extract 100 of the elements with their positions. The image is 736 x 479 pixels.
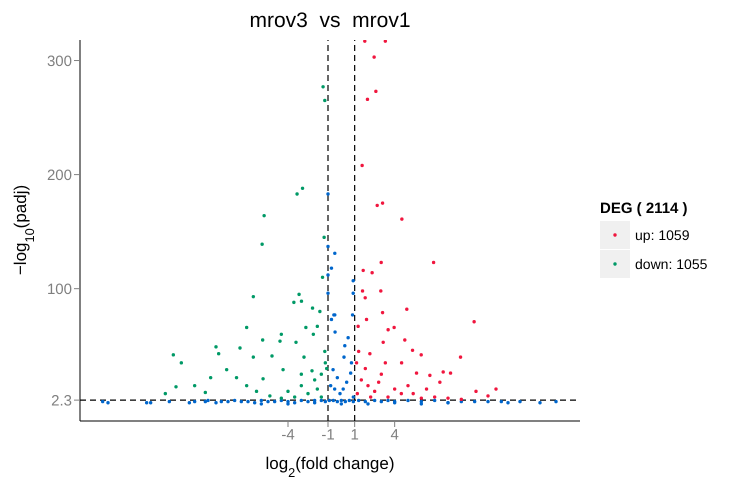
point <box>386 395 390 399</box>
point <box>295 192 299 196</box>
point <box>174 385 178 388</box>
point <box>428 374 432 378</box>
point <box>486 394 490 398</box>
point <box>494 387 498 391</box>
x-tick-label: 1 <box>350 426 359 444</box>
point <box>386 328 390 332</box>
point <box>400 392 404 396</box>
point <box>405 308 408 311</box>
point <box>238 346 242 350</box>
chart-title: mrov3 vs mrov1 <box>249 9 411 32</box>
point <box>410 348 414 352</box>
point <box>312 378 316 382</box>
point <box>324 366 328 370</box>
point <box>356 324 360 328</box>
point <box>362 268 365 272</box>
point <box>368 395 372 399</box>
point <box>384 361 388 365</box>
x-axis-title: log$_{2}$(fold change) <box>265 454 395 479</box>
point <box>356 350 360 354</box>
point <box>318 310 322 314</box>
point <box>372 55 376 59</box>
point <box>310 369 314 373</box>
point <box>446 396 450 400</box>
legend-title: DEG ( 2114 ) <box>600 200 689 217</box>
point <box>323 350 326 354</box>
y-tick-label: 2.3 <box>51 392 72 410</box>
x-tick-label: -4 <box>281 426 295 444</box>
point <box>252 355 256 359</box>
point <box>304 326 308 330</box>
point <box>400 217 404 221</box>
point <box>324 361 328 365</box>
point <box>474 390 478 394</box>
point <box>376 380 380 384</box>
point <box>292 395 296 399</box>
point <box>420 353 423 357</box>
point <box>306 392 310 396</box>
point <box>370 271 374 274</box>
point <box>320 276 324 279</box>
point <box>270 354 274 358</box>
point <box>244 384 248 388</box>
point <box>260 338 264 342</box>
point <box>400 361 404 365</box>
point <box>323 98 326 102</box>
point <box>302 355 306 359</box>
point <box>280 332 284 336</box>
point <box>424 387 428 391</box>
point <box>448 371 452 375</box>
point <box>208 376 212 380</box>
point <box>322 236 326 240</box>
point <box>384 40 388 43</box>
point <box>180 361 184 365</box>
point <box>320 372 324 376</box>
point <box>254 390 258 394</box>
point <box>363 40 366 43</box>
point <box>300 186 304 190</box>
point <box>458 355 462 359</box>
point <box>300 372 304 376</box>
point <box>244 326 248 330</box>
point <box>442 370 445 374</box>
point <box>300 384 304 388</box>
legend-label: down: 1055 <box>635 256 708 272</box>
point <box>438 380 442 384</box>
x-tick-label: 4 <box>390 426 399 444</box>
point <box>364 318 368 322</box>
point <box>320 395 324 399</box>
point <box>376 204 379 208</box>
point <box>214 345 218 349</box>
point <box>354 361 358 365</box>
point <box>192 384 196 388</box>
point <box>366 98 370 102</box>
y-tick-label: 100 <box>46 281 72 298</box>
point <box>224 368 228 372</box>
point <box>312 332 316 336</box>
point <box>292 300 296 304</box>
y-tick-label: 300 <box>46 52 72 70</box>
point <box>360 289 364 293</box>
point <box>382 340 385 344</box>
point <box>278 339 282 343</box>
point <box>392 387 396 391</box>
point <box>316 324 320 328</box>
point <box>412 392 415 396</box>
point <box>172 353 176 357</box>
point <box>380 201 384 205</box>
point <box>379 289 382 293</box>
point <box>268 394 272 398</box>
point <box>204 390 208 394</box>
point <box>261 377 265 380</box>
point <box>403 338 406 342</box>
point <box>380 310 384 314</box>
point <box>262 214 266 218</box>
point <box>472 320 476 324</box>
point <box>432 260 436 264</box>
point <box>406 384 410 388</box>
point <box>164 392 168 396</box>
point <box>294 340 298 344</box>
point <box>360 164 364 168</box>
point <box>372 390 376 394</box>
point <box>252 294 256 298</box>
